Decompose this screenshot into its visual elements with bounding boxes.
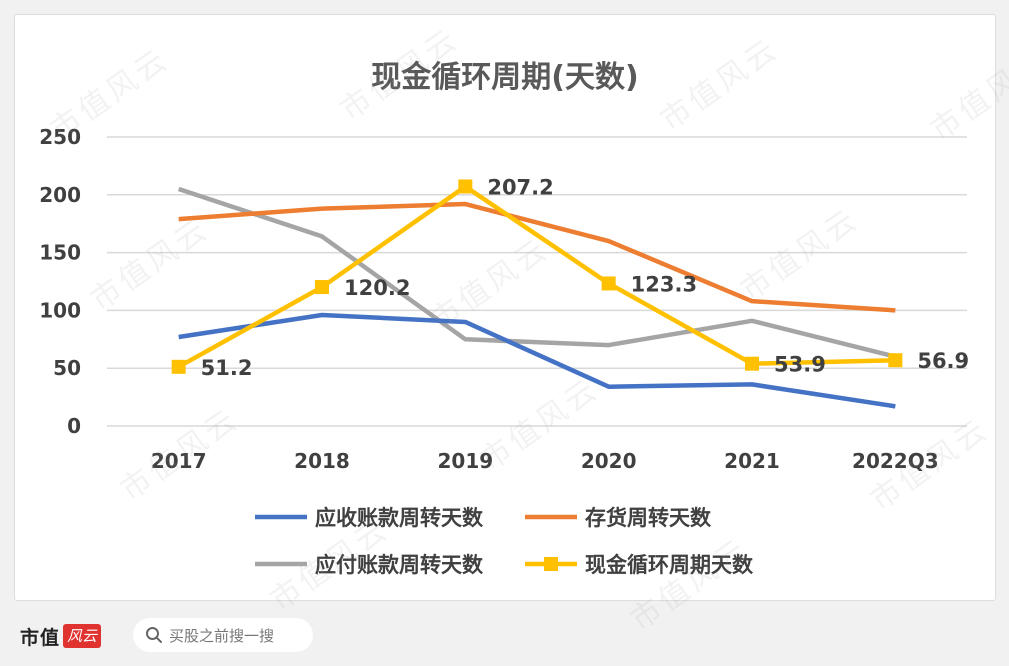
y-tick-label: 200 — [39, 183, 81, 207]
data-label: 207.2 — [487, 175, 553, 199]
data-point-marker — [171, 359, 186, 374]
brand-logo[interactable]: 市值 风云 — [20, 620, 102, 652]
footer-bar: 市值 风云 买股之前搜一搜 — [0, 606, 1009, 666]
data-label: 123.3 — [631, 272, 697, 296]
series-line-inventory — [178, 201, 896, 313]
legend-label: 应付账款周转天数 — [315, 553, 484, 577]
data-label: 53.9 — [774, 353, 826, 377]
y-tick-label: 0 — [67, 414, 81, 438]
series-line-payable — [177, 186, 896, 359]
series-line-receivable — [178, 312, 896, 409]
search-box[interactable]: 买股之前搜一搜 — [133, 618, 313, 652]
x-tick-label: 2019 — [437, 449, 493, 473]
brand-logo-mark: 风云 — [63, 624, 102, 648]
data-point-marker — [315, 280, 329, 295]
data-label: 51.2 — [201, 356, 253, 380]
brand-name: 市值 — [20, 626, 61, 649]
y-tick-label: 50 — [53, 356, 81, 380]
legend-label: 应收账款周转天数 — [315, 506, 484, 530]
search-placeholder: 买股之前搜一搜 — [169, 626, 275, 645]
y-tick-label: 150 — [39, 241, 81, 265]
data-point-marker — [888, 353, 903, 368]
data-point-marker — [601, 276, 616, 291]
data-label: 56.9 — [917, 349, 969, 373]
search-icon — [146, 627, 162, 643]
series-line-cash_cycle — [177, 184, 896, 369]
legend-label: 现金循环周期天数 — [585, 553, 754, 577]
data-point-marker — [458, 179, 473, 194]
x-tick-label: 2022Q3 — [852, 449, 939, 473]
x-tick-label: 2017 — [151, 449, 207, 473]
y-tick-label: 100 — [39, 298, 81, 322]
legend-marker — [544, 557, 558, 571]
line-chart: 现金循环周期(天数) 0 50 100 150 200 250 2017 2018 2019 202… — [39, 60, 969, 577]
data-point-marker — [745, 356, 759, 371]
y-tick-label: 250 — [39, 125, 81, 149]
x-tick-label: 2018 — [294, 449, 350, 473]
chart-card: 现金循环周期(天数) 0 50 100 150 200 250 2017 2018 2019 202… — [14, 14, 996, 601]
x-tick-label: 2021 — [724, 449, 780, 473]
legend-label: 存货周转天数 — [585, 506, 712, 530]
x-tick-label: 2020 — [581, 449, 637, 473]
data-label: 120.2 — [344, 276, 410, 300]
chart-title: 现金循环周期(天数) — [371, 60, 638, 95]
